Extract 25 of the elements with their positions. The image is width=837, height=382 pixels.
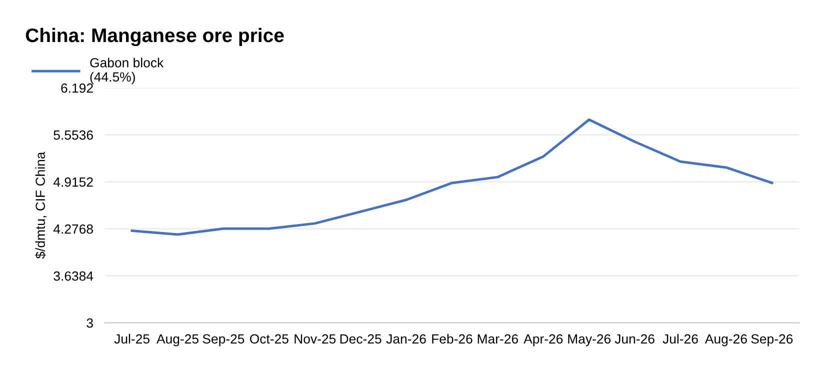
x-tick-label: Aug-26 [704, 334, 747, 346]
x-tick-label: Dec-25 [340, 334, 382, 344]
x-tick-label: Aug-25 [156, 334, 198, 346]
x-tick-label: Mar-26 [478, 334, 518, 344]
x-tick-label: Feb-26 [432, 334, 472, 344]
line-series [130, 118, 774, 236]
x-tick-label: May-26 [568, 334, 611, 346]
x-tick-label: Apr-26 [524, 334, 563, 346]
y-tick-label: 3.6384 [54, 271, 94, 281]
legend-label: Gabon block (44.5%) [90, 58, 164, 84]
x-tick-label: Jul-26 [662, 334, 698, 344]
y-tick-label: 5.5536 [54, 130, 93, 140]
chart-title: China: Manganese ore price [26, 28, 284, 46]
x-tick-label: Oct-25 [250, 334, 288, 344]
x-tick-label: Jan-26 [386, 334, 426, 344]
x-tick-label: Sep-25 [202, 334, 244, 346]
y-axis-title: $/dmtu, CIF China [35, 152, 47, 259]
x-tick-label: Jul-25 [114, 334, 150, 344]
x-tick-label: Sep-26 [751, 334, 793, 346]
x-tick-label: Nov-25 [294, 334, 336, 344]
y-tick-label: 4.2768 [53, 224, 93, 234]
x-tick-label: Jun-26 [614, 334, 654, 344]
y-tick-label: 4.9152 [53, 177, 93, 187]
y-tick-label: 6.192 [61, 83, 93, 93]
y-tick-label: 3 [86, 318, 93, 328]
